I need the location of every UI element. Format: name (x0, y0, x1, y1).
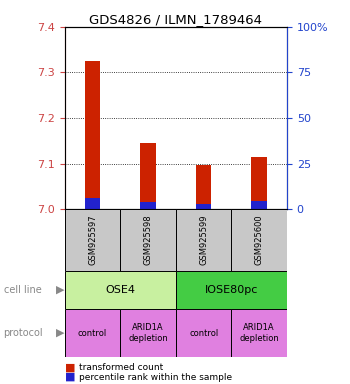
Text: control: control (189, 329, 218, 338)
Text: IOSE80pc: IOSE80pc (205, 285, 258, 295)
Text: cell line: cell line (4, 285, 41, 295)
Bar (65, 309, 120, 357)
Bar (85, 198, 100, 209)
Bar (176, 271, 287, 309)
Bar (196, 165, 211, 209)
Text: control: control (78, 329, 107, 338)
Bar (85, 61, 100, 209)
Bar (251, 201, 267, 209)
Bar (231, 309, 287, 357)
Text: OSE4: OSE4 (105, 285, 135, 295)
Bar (120, 209, 176, 271)
Bar (120, 309, 176, 357)
Bar (231, 209, 287, 271)
Text: GSM925599: GSM925599 (199, 215, 208, 265)
Text: ▶: ▶ (56, 328, 64, 338)
Bar (251, 157, 267, 209)
Bar (196, 204, 211, 209)
Bar (140, 143, 156, 209)
Text: ARID1A
depletion: ARID1A depletion (239, 323, 279, 343)
Text: GSM925600: GSM925600 (255, 215, 264, 265)
Bar (140, 202, 156, 209)
Text: ■: ■ (65, 363, 75, 373)
Text: transformed count: transformed count (79, 363, 163, 372)
Bar (176, 309, 231, 357)
Text: protocol: protocol (4, 328, 43, 338)
Text: ■: ■ (65, 372, 75, 382)
Text: percentile rank within the sample: percentile rank within the sample (79, 372, 232, 382)
Text: ARID1A
depletion: ARID1A depletion (128, 323, 168, 343)
Text: ▶: ▶ (56, 285, 64, 295)
Text: GSM925598: GSM925598 (144, 215, 153, 265)
Title: GDS4826 / ILMN_1789464: GDS4826 / ILMN_1789464 (89, 13, 262, 26)
Bar (65, 271, 176, 309)
Text: GSM925597: GSM925597 (88, 215, 97, 265)
Bar (176, 209, 231, 271)
Bar (65, 209, 120, 271)
